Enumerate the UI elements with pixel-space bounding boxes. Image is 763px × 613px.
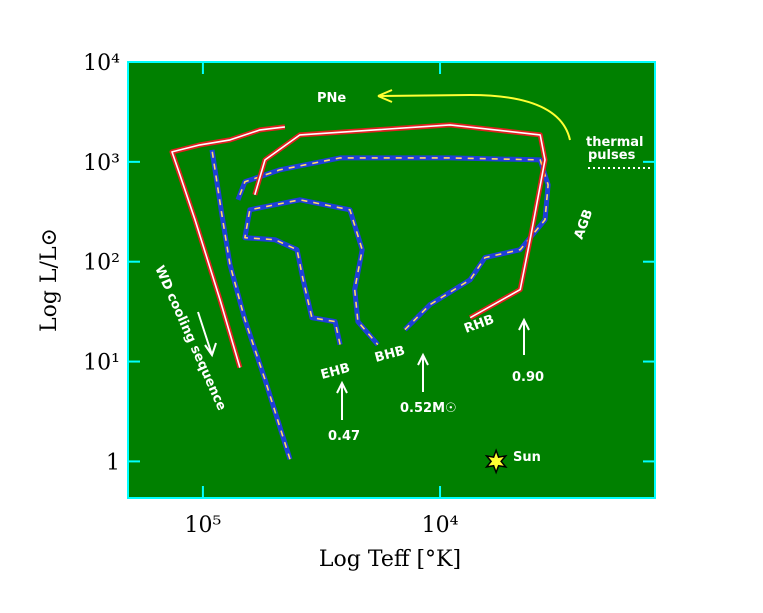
annotation: pulses: [588, 148, 636, 163]
annotation: EHB: [319, 361, 352, 383]
pne-arrowhead: [377, 89, 393, 103]
track-dash: [237, 157, 549, 331]
sun-label: Sun: [513, 450, 541, 465]
annotation: 0.47: [328, 429, 360, 444]
y-tick-label: 1: [106, 450, 120, 475]
track-dash: [244, 199, 379, 346]
track-dash: [254, 124, 546, 319]
track-dash: [211, 149, 291, 460]
x-tick-label: 10⁵: [185, 513, 222, 538]
track-dash: [171, 126, 285, 368]
pne-arrow: [377, 93, 571, 141]
y-tick-label: 10²: [83, 251, 120, 276]
arrows: [197, 311, 530, 420]
x-axis-label: Log Teff [°K]: [319, 547, 461, 572]
annotation: thermal: [586, 135, 643, 150]
y-axis-label: Log L/L⊙: [37, 228, 62, 332]
y-tick-label: 10³: [83, 151, 120, 176]
y-tick-label: 10¹: [83, 351, 120, 376]
tracks: [169, 122, 551, 461]
annotation: PNe: [317, 91, 346, 106]
y-tick-label: 10⁴: [83, 51, 120, 76]
sun-marker: [484, 448, 508, 475]
annotation: 0.90: [512, 370, 544, 385]
annotation: 0.52M☉: [400, 401, 457, 416]
x-tick-label: 10⁴: [422, 513, 459, 538]
